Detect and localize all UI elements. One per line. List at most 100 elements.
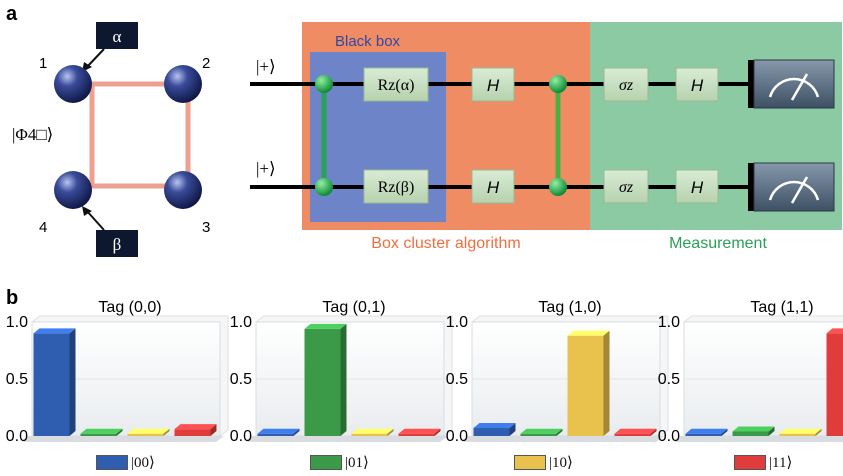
cz-dot-1-top <box>315 75 333 93</box>
bar-chart-3: 1.0 0.5 0.0 Tag (1,1) <box>658 299 843 445</box>
bar-front <box>398 433 435 436</box>
qubit-sphere-3 <box>164 171 202 209</box>
bar-front <box>127 433 164 436</box>
bar-3 <box>826 328 843 436</box>
bar-top <box>398 428 441 434</box>
bar-side <box>387 428 394 436</box>
qubit-number-1: 1 <box>39 55 47 72</box>
gate-rz-beta-label: Rz(β) <box>378 179 415 196</box>
bar-3 <box>614 428 657 436</box>
bar-charts: 1.0 0.5 0.0 Tag (0,0) 1.0 0.5 0.0 Tag (0,1) 1.0 0… <box>6 299 843 445</box>
gate-rz-beta <box>363 169 429 204</box>
gate-sigma-z-bottom <box>603 169 649 204</box>
tag-alpha-box <box>96 22 138 49</box>
bar-top <box>614 428 657 434</box>
y-tick-label: 0.5 <box>230 371 252 388</box>
cz-dot-1-bottom <box>315 178 333 196</box>
chart-floor <box>462 436 664 442</box>
bar-top <box>520 428 563 434</box>
bar-side <box>210 424 217 436</box>
qubit-number-4: 4 <box>39 219 47 236</box>
bar-chart-1: 1.0 0.5 0.0 Tag (0,1) <box>230 299 453 445</box>
bar-side <box>69 328 76 436</box>
bar-front <box>33 333 70 436</box>
qubit-sphere-4 <box>54 171 92 209</box>
legend-swatch-11 <box>734 454 766 470</box>
y-tick-label: 0.0 <box>6 428 28 445</box>
bar-2 <box>567 330 610 436</box>
meter-icon <box>748 162 835 212</box>
chart-floor <box>674 436 843 442</box>
bar-side <box>340 323 347 436</box>
chart-title: Tag (1,1) <box>750 299 813 316</box>
gate-rz-alpha <box>363 67 429 102</box>
y-tick-label: 0.0 <box>230 428 252 445</box>
bar-side <box>768 426 775 436</box>
legend-swatch-10 <box>514 454 546 470</box>
gate-sigma-z-bottom-label: σz <box>619 179 634 196</box>
bar-front <box>174 429 211 436</box>
tag-beta: β <box>113 235 122 254</box>
panel-label-a: a <box>6 3 18 25</box>
chart-title: Tag (0,0) <box>98 299 161 316</box>
y-tick-label: 0.0 <box>446 428 468 445</box>
bar-2 <box>779 428 822 436</box>
y-tick-label: 1.0 <box>658 314 680 331</box>
gate-sigma-z-top <box>603 67 649 102</box>
bar-3 <box>174 424 217 436</box>
legend-item-11: |11⟩ <box>734 452 792 472</box>
chart-floor <box>246 436 448 442</box>
bar-top <box>567 330 610 336</box>
qubit-sphere-1 <box>54 65 92 103</box>
bar-front <box>732 431 769 436</box>
bar-top <box>80 428 123 434</box>
qubit-number-3: 3 <box>202 219 210 236</box>
meter-icon <box>748 59 835 109</box>
bar-top <box>826 328 843 334</box>
legend-item-10: |10⟩ <box>514 452 573 472</box>
bar-0 <box>257 428 300 436</box>
bar-front <box>826 333 843 436</box>
gate-h-2-top-label: H <box>691 76 704 95</box>
gate-h-1-bottom-label: H <box>487 178 500 197</box>
gate-rz-alpha-label: Rz(α) <box>378 77 415 94</box>
bar-1 <box>80 428 123 436</box>
circuit: Black box |+⟩ |+⟩ Rz(α) H σz H Rz(β) H σ… <box>250 22 842 252</box>
bar-2 <box>351 428 394 436</box>
bar-side <box>163 428 170 436</box>
bar-0 <box>473 423 516 436</box>
y-tick-label: 1.0 <box>446 314 468 331</box>
bar-front <box>567 335 604 436</box>
y-tick-label: 1.0 <box>230 314 252 331</box>
black-box-label: Black box <box>335 33 401 50</box>
bar-chart-0: 1.0 0.5 0.0 Tag (0,0) <box>6 299 229 445</box>
bar-front <box>520 433 557 436</box>
gate-h-1-top-label: H <box>487 76 500 95</box>
bar-chart-2: 1.0 0.5 0.0 Tag (1,0) <box>446 299 669 445</box>
bar-front <box>685 433 722 436</box>
bar-side <box>556 428 563 436</box>
input-label-bottom: |+⟩ <box>256 159 276 178</box>
cz-dot-2-top <box>549 75 567 93</box>
bar-top <box>473 423 516 429</box>
bar-front <box>473 428 510 436</box>
legend-item-01: |01⟩ <box>310 452 369 472</box>
cz-dot-2-bottom <box>549 178 567 196</box>
bar-front <box>614 433 651 436</box>
y-tick-label: 0.0 <box>658 428 680 445</box>
bar-top <box>732 426 775 432</box>
legend-label-11: |11⟩ <box>769 454 793 471</box>
gate-h-1-bottom <box>471 169 515 204</box>
bar-top <box>257 428 300 434</box>
measurement-label: Measurement <box>669 235 767 252</box>
bar-front <box>779 433 816 436</box>
bar-top <box>127 428 170 434</box>
y-tick-label: 0.5 <box>446 371 468 388</box>
bar-side <box>116 428 123 436</box>
gate-h-2-top <box>675 67 719 102</box>
legend-swatch-01 <box>310 454 342 470</box>
legend-label-01: |01⟩ <box>345 454 369 471</box>
input-label-top: |+⟩ <box>256 57 276 76</box>
cluster-state-label: |Φ4□⟩ <box>12 125 53 144</box>
panel-label-b: b <box>6 287 18 309</box>
